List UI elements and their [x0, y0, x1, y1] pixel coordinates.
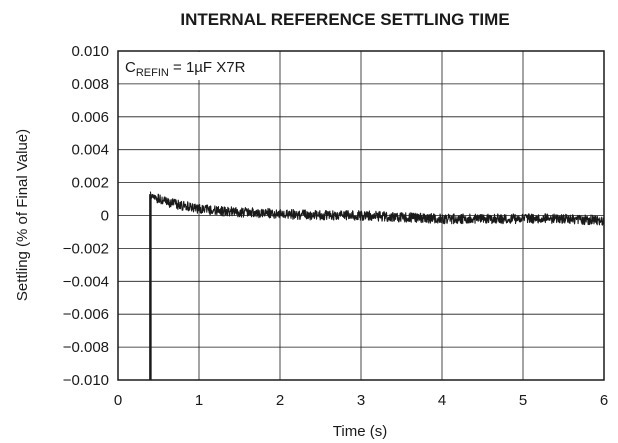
plot-frame [117, 50, 605, 381]
x-tick-label: 6 [600, 392, 608, 409]
annotation-subscript: REFIN [136, 67, 169, 79]
x-tick-labels: 0 1 2 3 4 5 6 [114, 392, 608, 409]
series-layer [149, 191, 605, 380]
x-tick-label: 4 [438, 392, 446, 409]
x-tick-label: 5 [519, 392, 527, 409]
y-tick-label: −0.010 [63, 372, 109, 389]
y-tick-label: 0.002 [71, 175, 109, 192]
series-line-0 [149, 191, 605, 226]
x-axis-label: Time (s) [333, 423, 387, 440]
x-tick-label: 0 [114, 392, 122, 409]
y-axis-label: Settling (% of Final Value) [14, 129, 31, 301]
y-tick-label: 0.004 [71, 142, 109, 159]
annotation-cap-label: CREFIN = 1µF X7R [125, 59, 246, 79]
annotation-background [119, 52, 254, 80]
x-tick-label: 3 [357, 392, 365, 409]
x-tick-label: 2 [276, 392, 284, 409]
y-tick-label: −0.006 [63, 306, 109, 323]
annotation-main: C [125, 59, 136, 76]
y-tick-label: −0.008 [63, 339, 109, 356]
y-tick-label: 0.010 [71, 43, 109, 60]
y-tick-label: 0.006 [71, 109, 109, 126]
y-tick-label: −0.004 [63, 273, 109, 290]
chart-title: INTERNAL REFERENCE SETTLING TIME [180, 10, 509, 29]
annotation-rest: = 1µF X7R [169, 59, 246, 76]
annotation-box: CREFIN = 1µF X7R [119, 52, 254, 80]
y-tick-label: −0.002 [63, 240, 109, 257]
y-tick-labels: 0.010 0.008 0.006 0.004 0.002 0 −0.002 −0.004 −0… [63, 43, 109, 389]
y-tick-label: 0.008 [71, 76, 109, 93]
y-tick-label: 0 [101, 208, 109, 225]
x-tick-label: 1 [195, 392, 203, 409]
